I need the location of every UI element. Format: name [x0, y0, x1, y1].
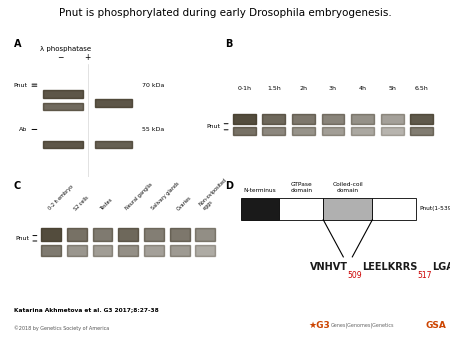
Text: A: A	[14, 39, 21, 49]
Text: Pnut: Pnut	[15, 236, 29, 241]
Text: ©2018 by Genetics Society of America: ©2018 by Genetics Society of America	[14, 325, 109, 331]
Text: Pnut: Pnut	[13, 83, 27, 88]
Bar	[233, 114, 256, 124]
Text: 509: 509	[347, 271, 362, 280]
Bar	[67, 245, 87, 256]
Text: 70 kDa: 70 kDa	[142, 83, 164, 88]
Text: GSA: GSA	[425, 321, 446, 330]
Text: N-terminus: N-terminus	[244, 188, 276, 193]
Bar	[322, 114, 344, 124]
Bar	[323, 198, 373, 220]
Text: Coiled-coil
domain: Coiled-coil domain	[333, 182, 363, 193]
Bar	[292, 114, 315, 124]
Bar	[262, 127, 285, 135]
Bar	[410, 114, 433, 124]
Bar	[67, 228, 87, 241]
Text: 517: 517	[418, 271, 432, 280]
Text: 6.5h: 6.5h	[415, 86, 428, 91]
Text: Ovaries: Ovaries	[176, 195, 193, 211]
Bar	[241, 198, 279, 220]
Text: Genes|Genomes|Genetics: Genes|Genomes|Genetics	[331, 322, 394, 328]
Bar	[43, 141, 83, 148]
Text: GTPase
domain: GTPase domain	[290, 182, 312, 193]
Bar	[41, 245, 61, 256]
Text: Ab: Ab	[19, 127, 27, 132]
Bar	[292, 127, 315, 135]
Text: Pnut is phosphorylated during early Drosophila embryogenesis.: Pnut is phosphorylated during early Dros…	[58, 8, 392, 19]
Text: LGAN: LGAN	[432, 262, 450, 272]
Bar	[381, 114, 404, 124]
Text: Neural ganglia: Neural ganglia	[125, 182, 154, 211]
Bar	[410, 127, 433, 135]
Text: 0-2 h embryo: 0-2 h embryo	[48, 184, 75, 211]
Bar	[322, 127, 344, 135]
Bar	[93, 245, 112, 256]
Text: VNHVT: VNHVT	[310, 262, 347, 272]
Bar	[144, 245, 164, 256]
Text: 3h: 3h	[329, 86, 337, 91]
Text: 2h: 2h	[299, 86, 307, 91]
Text: Non-oviposited
eggs: Non-oviposited eggs	[198, 177, 232, 211]
Bar	[144, 228, 164, 241]
Bar	[279, 198, 323, 220]
Text: −: −	[58, 53, 64, 62]
Bar	[43, 103, 83, 110]
Bar	[170, 228, 189, 241]
Bar	[118, 228, 138, 241]
Bar	[373, 198, 416, 220]
Text: 1.5h: 1.5h	[267, 86, 281, 91]
Text: LEELKRRS: LEELKRRS	[362, 262, 418, 272]
Text: λ phosphatase: λ phosphatase	[40, 46, 92, 52]
Bar	[195, 245, 215, 256]
Bar	[233, 127, 256, 135]
Bar	[351, 114, 374, 124]
Text: 5h: 5h	[388, 86, 396, 91]
Bar	[381, 127, 404, 135]
Text: 0-1h: 0-1h	[237, 86, 251, 91]
Text: ★G3: ★G3	[308, 321, 330, 330]
Bar	[170, 245, 189, 256]
Bar	[93, 228, 112, 241]
Text: Testes: Testes	[99, 197, 113, 211]
Bar	[195, 228, 215, 241]
Text: Salivary glands: Salivary glands	[150, 181, 180, 211]
Text: 55 kDa: 55 kDa	[142, 127, 164, 132]
Text: Pnut(1-539): Pnut(1-539)	[420, 206, 450, 211]
Bar	[118, 245, 138, 256]
Text: Katarina Akhmetova et al. G3 2017;8:27-38: Katarina Akhmetova et al. G3 2017;8:27-3…	[14, 308, 158, 313]
Bar	[94, 141, 132, 148]
Text: D: D	[225, 181, 233, 191]
Bar	[94, 99, 132, 107]
Text: S2 cells: S2 cells	[73, 195, 90, 211]
Text: 4h: 4h	[359, 86, 367, 91]
Bar	[351, 127, 374, 135]
Text: +: +	[85, 53, 91, 62]
Text: C: C	[14, 181, 21, 191]
Bar	[262, 114, 285, 124]
Text: B: B	[225, 39, 232, 49]
Text: Pnut: Pnut	[207, 124, 220, 129]
Bar	[43, 90, 83, 98]
Bar	[41, 228, 61, 241]
